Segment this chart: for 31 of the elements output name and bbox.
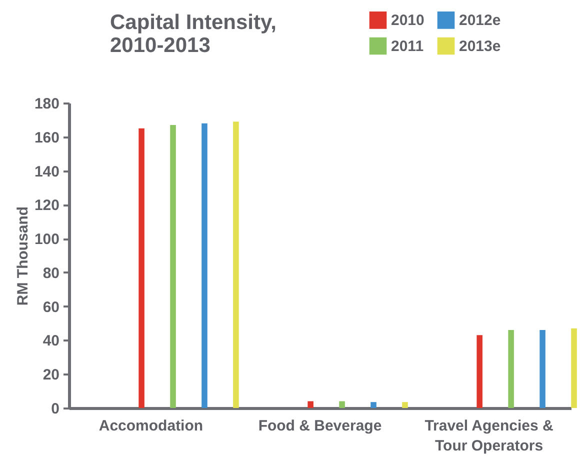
bar bbox=[339, 401, 345, 408]
y-tick-label: 0 bbox=[51, 400, 60, 418]
legend-label: 2010 bbox=[391, 12, 424, 30]
bar bbox=[476, 335, 482, 408]
y-tick-label: 20 bbox=[42, 366, 60, 384]
x-tick-label: Food & Beverage bbox=[258, 418, 382, 434]
y-tick-label: 40 bbox=[42, 332, 60, 350]
y-tick-label: 160 bbox=[34, 129, 60, 146]
y-tick-label: 100 bbox=[34, 231, 60, 248]
bar bbox=[138, 128, 144, 408]
bar bbox=[202, 123, 208, 408]
bar bbox=[370, 402, 376, 408]
legend-label: 2012e bbox=[459, 12, 501, 30]
bar bbox=[233, 122, 239, 408]
bar bbox=[170, 125, 176, 408]
y-tick-label: 180 bbox=[34, 96, 60, 112]
bar bbox=[508, 330, 514, 408]
y-tick-label: 60 bbox=[42, 298, 60, 316]
y-tick-label: 80 bbox=[42, 264, 60, 282]
chart-title: Capital Intensity, 2010-2013 bbox=[110, 11, 276, 57]
x-tick-label: Travel Agencies & Tour Operators bbox=[424, 418, 554, 454]
x-tick-label: Accomodation bbox=[98, 418, 204, 434]
y-tick-label: 120 bbox=[34, 197, 60, 214]
legend-label: 2011 bbox=[391, 38, 424, 55]
bar bbox=[308, 401, 314, 408]
bar bbox=[540, 330, 546, 408]
bar bbox=[571, 328, 577, 408]
legend-label: 2013e bbox=[459, 38, 501, 55]
bar bbox=[402, 402, 408, 408]
y-axis-title: RM Thousand bbox=[14, 206, 32, 306]
y-tick-label: 140 bbox=[34, 163, 60, 180]
